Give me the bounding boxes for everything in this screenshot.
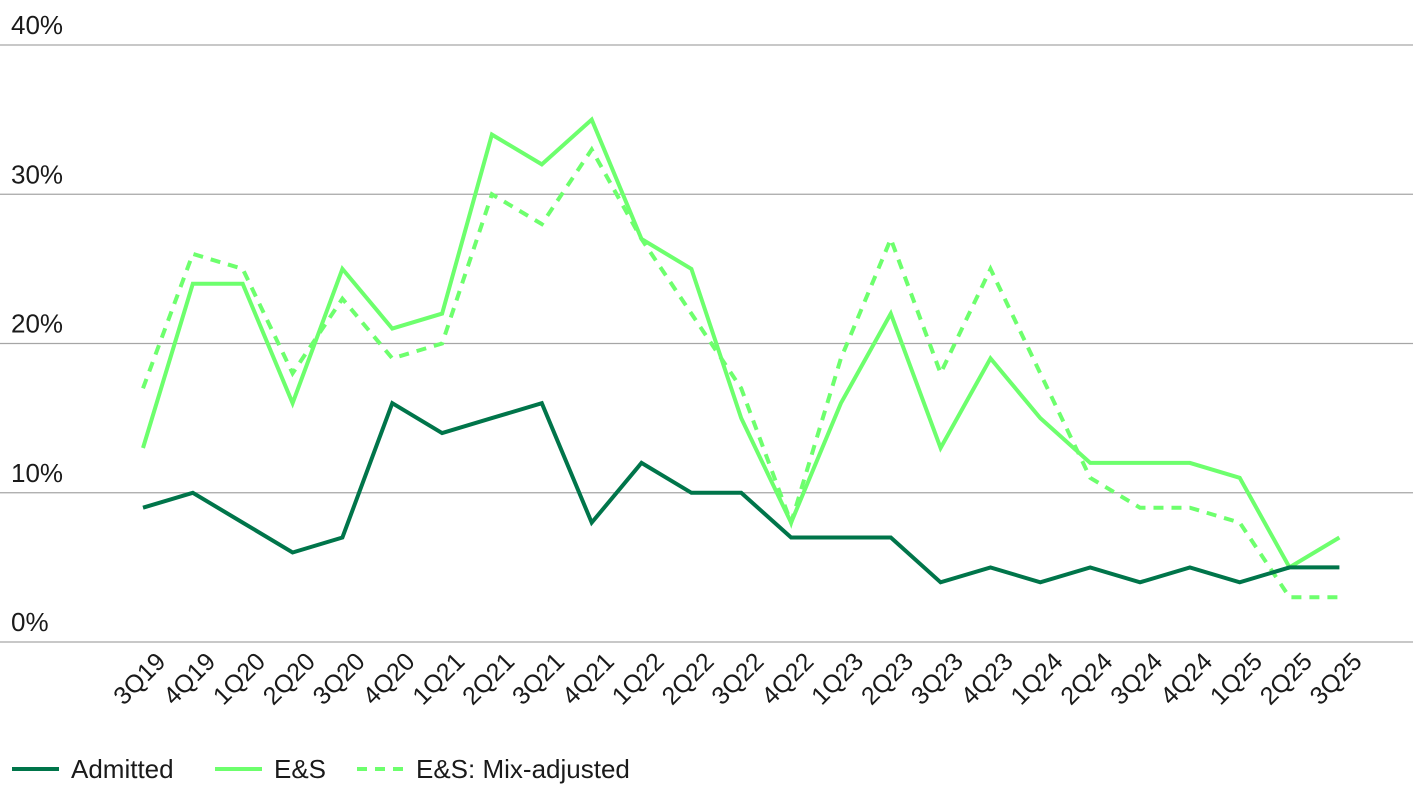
- series-line-admitted: [142, 400, 1340, 585]
- x-tick-label: 3Q20: [308, 647, 371, 710]
- x-tick-label: 3Q21: [507, 647, 570, 710]
- x-tick-label: 1Q21: [407, 647, 470, 710]
- y-tick-label: 0%: [11, 607, 49, 637]
- x-tick-label: 3Q24: [1105, 647, 1168, 710]
- legend-label: Admitted: [71, 754, 174, 784]
- y-tick-label: 30%: [11, 159, 63, 189]
- x-tick-label: 4Q24: [1155, 647, 1218, 710]
- x-tick-label: 2Q24: [1055, 647, 1118, 710]
- gridlines: [0, 44, 1413, 643]
- x-tick-label: 3Q25: [1305, 647, 1368, 710]
- x-tick-label: 4Q20: [357, 647, 420, 710]
- x-tick-label: 4Q19: [158, 647, 221, 710]
- x-tick-label: 1Q24: [1005, 647, 1068, 710]
- y-tick-label: 10%: [11, 458, 63, 488]
- x-tick-label: 2Q21: [457, 647, 520, 710]
- x-tick-label: 3Q19: [108, 647, 171, 710]
- x-tick-label: 2Q22: [657, 647, 720, 710]
- x-tick-label: 4Q21: [557, 647, 620, 710]
- legend: Admitted E&S E&S: Mix-adjusted: [12, 754, 630, 784]
- x-tick-label: 1Q20: [208, 647, 271, 710]
- x-tick-label: 4Q22: [756, 647, 819, 710]
- x-tick-label: 2Q20: [258, 647, 321, 710]
- x-tick-label: 1Q22: [607, 647, 670, 710]
- y-axis-ticks: 0% 10% 20% 30% 40%: [11, 10, 63, 637]
- x-tick-label: 4Q23: [956, 647, 1019, 710]
- x-axis-ticks: 3Q194Q191Q202Q203Q204Q201Q212Q213Q214Q21…: [108, 647, 1367, 710]
- x-tick-label: 2Q23: [856, 647, 919, 710]
- x-tick-label: 2Q25: [1255, 647, 1318, 710]
- legend-label: E&S: Mix-adjusted: [416, 754, 630, 784]
- legend-label: E&S: [274, 754, 326, 784]
- series-line-e-s-mix-adjusted: [141, 145, 1340, 600]
- series-lines: [141, 116, 1341, 600]
- y-tick-label: 40%: [11, 10, 63, 40]
- y-tick-label: 20%: [11, 309, 63, 339]
- x-tick-label: 3Q23: [906, 647, 969, 710]
- x-tick-label: 1Q23: [806, 647, 869, 710]
- series-line-e-s: [141, 116, 1341, 571]
- x-tick-label: 1Q25: [1205, 647, 1268, 710]
- x-tick-label: 3Q22: [706, 647, 769, 710]
